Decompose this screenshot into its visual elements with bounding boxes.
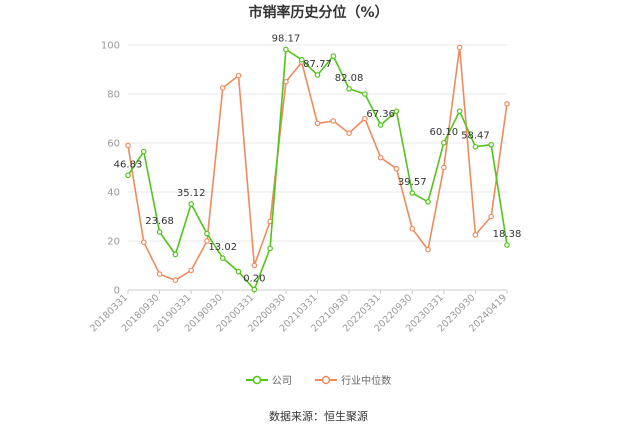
data-label: 18.38 — [493, 229, 522, 240]
data-point — [393, 165, 400, 172]
data-point — [140, 239, 147, 246]
data-label: 46.83 — [114, 159, 143, 170]
data-point — [377, 154, 384, 161]
series-line-industry — [127, 46, 508, 282]
y-tick-label: 0 — [114, 286, 120, 297]
data-point — [172, 251, 179, 258]
data-point — [456, 108, 463, 114]
data-point — [425, 199, 431, 205]
data-label: 35.12 — [177, 188, 206, 199]
y-tick-label: 40 — [107, 188, 120, 199]
data-point — [488, 213, 495, 220]
data-point — [362, 91, 368, 97]
data-point — [472, 143, 479, 150]
data-point — [441, 164, 447, 171]
data-point — [251, 286, 258, 293]
data-point — [140, 148, 147, 155]
legend-company-label: 公司 — [271, 376, 292, 387]
source-note: 数据来源：恒生聚源 — [269, 410, 368, 423]
data-point — [235, 268, 242, 275]
data-label: 23.68 — [145, 216, 174, 227]
data-label: 82.08 — [335, 73, 364, 84]
data-point — [393, 108, 400, 114]
data-label: 67.36 — [366, 109, 395, 120]
y-tick-label: 80 — [107, 90, 120, 101]
data-label: 58.47 — [461, 131, 490, 142]
chart-title: 市销率历史分位（%） — [248, 5, 389, 21]
y-tick-label: 20 — [107, 237, 120, 248]
series-line-company — [127, 48, 508, 291]
data-point — [456, 44, 463, 51]
legend-item-industry[interactable]: 行业中位数 — [315, 372, 391, 387]
data-label: 87.77 — [303, 59, 332, 70]
data-point — [472, 232, 479, 238]
data-point — [377, 122, 384, 128]
data-label: 0.20 — [243, 274, 265, 285]
data-point — [188, 267, 194, 274]
data-label: 60.10 — [430, 127, 459, 138]
data-point — [204, 238, 210, 244]
data-point — [172, 277, 179, 284]
data-point — [314, 120, 321, 127]
data-point — [330, 53, 337, 59]
series-lines — [125, 44, 510, 293]
data-point — [362, 115, 368, 122]
legend-industry-label: 行业中位数 — [341, 376, 392, 387]
data-point — [188, 201, 194, 207]
data-point — [125, 142, 131, 149]
data-point — [219, 255, 226, 261]
data-point — [441, 139, 447, 146]
y-tick-label: 100 — [101, 41, 120, 52]
data-point — [409, 190, 416, 196]
data-point — [156, 271, 163, 277]
data-point — [314, 72, 321, 78]
data-label: 98.17 — [272, 33, 301, 44]
data-point — [298, 56, 305, 63]
data-point — [425, 246, 431, 253]
data-point — [283, 78, 289, 85]
data-point — [504, 101, 510, 107]
y-tick-label: 60 — [107, 139, 120, 150]
data-point — [235, 72, 242, 79]
data-point — [409, 225, 416, 232]
data-point — [488, 141, 495, 148]
data-point — [504, 242, 510, 248]
data-point — [346, 86, 352, 92]
data-point — [219, 85, 226, 91]
data-label: 39.57 — [398, 177, 427, 188]
data-point — [204, 230, 210, 237]
data-point — [346, 130, 352, 137]
data-label: 13.02 — [208, 242, 237, 253]
legend-industry-icon — [315, 375, 338, 384]
data-point — [125, 172, 131, 179]
data-point — [251, 262, 258, 269]
data-point — [330, 118, 337, 124]
legend-company-icon — [245, 375, 268, 384]
legend: 公司 行业中位数 — [0, 372, 637, 388]
data-point — [156, 229, 163, 235]
data-point — [283, 46, 289, 53]
legend-item-company[interactable]: 公司 — [245, 372, 292, 387]
data-point — [267, 245, 273, 252]
